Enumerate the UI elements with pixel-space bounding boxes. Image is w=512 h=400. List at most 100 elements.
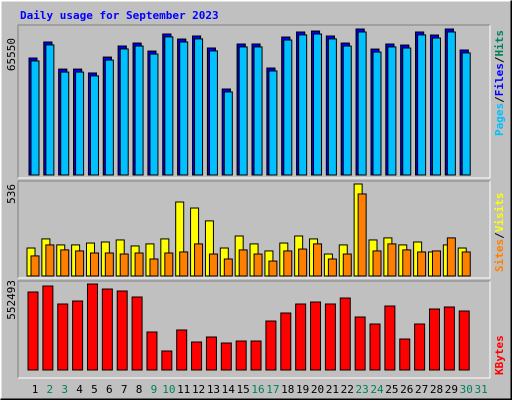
bar — [89, 75, 99, 176]
bar — [101, 288, 113, 371]
bar — [146, 331, 158, 371]
bar — [45, 244, 55, 277]
x-tick-label: 1 — [32, 383, 39, 396]
x-tick-label: 4 — [76, 383, 83, 396]
bar — [310, 301, 322, 371]
bar — [194, 38, 204, 176]
bar — [134, 252, 144, 277]
bar — [75, 71, 85, 176]
bar — [461, 52, 471, 176]
bar — [399, 338, 411, 371]
x-tick-label: 27 — [415, 383, 428, 396]
bar — [268, 70, 278, 176]
bar — [298, 248, 308, 277]
x-tick-label: 17 — [266, 383, 279, 396]
bar — [238, 46, 248, 176]
bar — [313, 33, 323, 176]
legend-entry: Hits — [493, 30, 506, 57]
bar — [283, 39, 293, 176]
bar — [446, 31, 456, 176]
bar — [179, 251, 189, 277]
bar — [149, 258, 159, 277]
bar — [354, 316, 366, 371]
bar — [161, 350, 173, 371]
bar — [327, 258, 337, 277]
x-tick-label: 31 — [474, 383, 487, 396]
bar — [42, 285, 54, 371]
bar — [402, 249, 412, 277]
x-tick-label: 25 — [385, 383, 398, 396]
bar — [45, 44, 55, 176]
bar — [250, 340, 262, 371]
x-tick-label: 20 — [311, 383, 324, 396]
x-tick-label: 26 — [400, 383, 413, 396]
bar — [446, 237, 456, 277]
y-tick-label: 552493 — [5, 280, 18, 320]
x-tick-label: 19 — [296, 383, 309, 396]
bar — [223, 91, 233, 176]
legend-entry: Visits — [493, 193, 506, 233]
x-tick-label: 8 — [136, 383, 143, 396]
x-tick-label: 5 — [91, 383, 98, 396]
bar — [104, 252, 114, 277]
bar — [179, 41, 189, 176]
legend-entry: Sites — [493, 239, 506, 272]
y-tick-label: 536 — [5, 184, 18, 204]
bar — [89, 252, 99, 277]
bar — [402, 47, 412, 176]
bar — [223, 258, 233, 277]
x-tick-label: 11 — [177, 383, 190, 396]
legend: Pages/Files/Hits — [493, 30, 506, 136]
x-tick-label: 22 — [341, 383, 354, 396]
bar — [131, 296, 143, 371]
bar — [342, 253, 352, 277]
bar — [417, 34, 427, 176]
bar — [60, 71, 70, 176]
bar — [428, 308, 440, 371]
bar — [253, 253, 263, 277]
bar — [414, 323, 426, 371]
legend: Sites/Visits — [493, 193, 506, 273]
x-tick-label: 24 — [370, 383, 384, 396]
x-tick-label: 15 — [237, 383, 250, 396]
bar — [387, 243, 397, 277]
bar — [431, 37, 441, 176]
bar — [72, 300, 84, 371]
bar — [431, 250, 441, 277]
bar — [280, 312, 292, 371]
bar — [384, 305, 396, 371]
bar — [235, 340, 247, 371]
bar — [164, 36, 174, 176]
bar — [75, 250, 85, 277]
legend-entry: Pages — [493, 103, 506, 136]
bar — [372, 250, 382, 277]
bar — [372, 51, 382, 176]
x-tick-label: 12 — [192, 383, 205, 396]
bar — [116, 290, 128, 371]
panel-border-light — [18, 25, 491, 179]
bar — [461, 251, 471, 277]
bar — [357, 193, 367, 277]
panel-border-dark — [17, 280, 490, 378]
bar — [149, 53, 159, 176]
bar — [369, 323, 381, 371]
x-tick-label: 10 — [162, 383, 175, 396]
bar — [176, 329, 188, 371]
x-tick-label: 7 — [121, 383, 128, 396]
bar — [417, 251, 427, 277]
bar — [27, 291, 39, 371]
bar — [205, 336, 217, 371]
bar — [298, 34, 308, 176]
x-tick-label: 29 — [445, 383, 458, 396]
x-tick-label: 13 — [207, 383, 220, 396]
panel-border-light — [18, 181, 491, 279]
bar — [30, 255, 40, 277]
bar — [191, 341, 203, 371]
legend: KBytes — [493, 335, 506, 375]
x-tick-label: 6 — [106, 383, 113, 396]
bar — [327, 38, 337, 176]
bar — [268, 260, 278, 277]
bar — [30, 60, 40, 176]
